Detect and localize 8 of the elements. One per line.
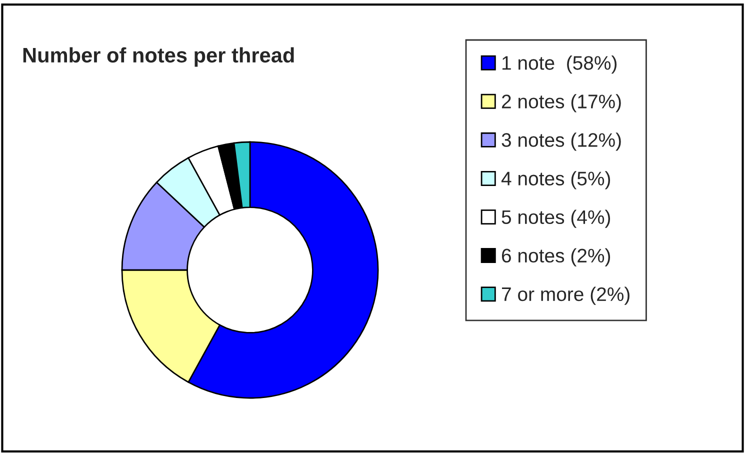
legend-label: 7 or more (2%) <box>502 286 630 305</box>
legend-label: 6 notes (2%) <box>502 248 610 266</box>
legend-label: 1 note (58%) <box>502 56 617 74</box>
legend-label: 3 notes (12%) <box>502 132 621 151</box>
legend-label: 2 notes (17%) <box>502 94 621 112</box>
legend-label: 5 notes (4%) <box>502 210 610 228</box>
legend-label: 4 notes (5%) <box>501 171 610 190</box>
chart-title: Number of notes per thread <box>23 47 294 67</box>
